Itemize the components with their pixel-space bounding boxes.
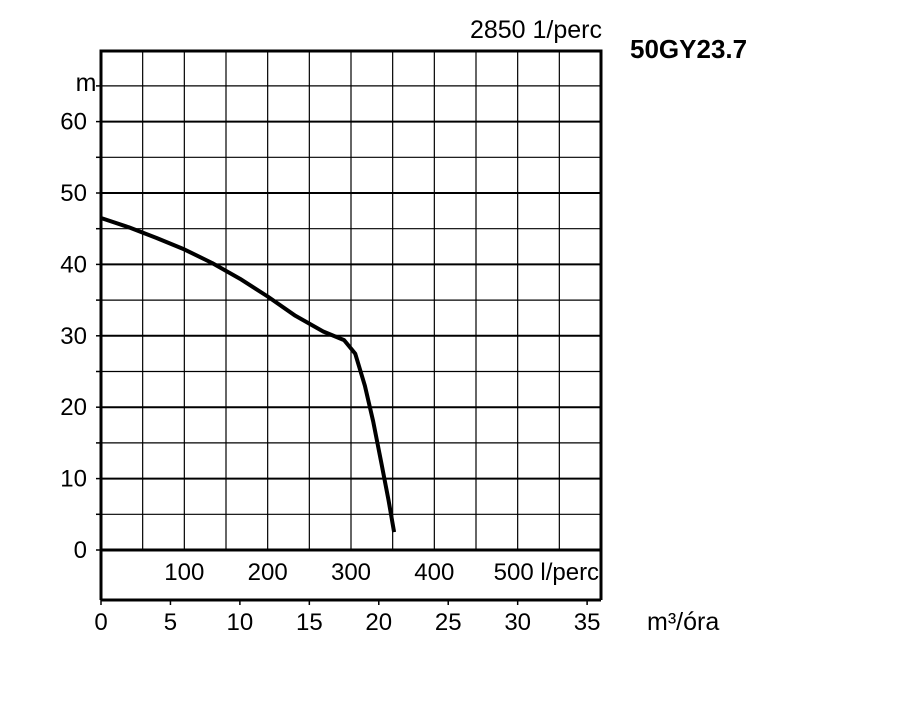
x-tick-label-m3-per-h: 0 [94, 609, 107, 636]
y-tick-label: 60 [60, 109, 87, 136]
pump-curve [100, 216, 397, 533]
x-tick-label-l-per-min: 100 [164, 559, 204, 586]
y-axis-unit-label: m [76, 69, 97, 97]
x-axis-l-per-min: 100 200 300 400 500 l/perc [164, 559, 599, 586]
chart-grid [101, 51, 601, 550]
model-label: 50GY23.7 [630, 34, 747, 64]
x-tick-label-m3-per-h: 35 [574, 609, 601, 636]
x-tick-label-m3-per-h: 30 [504, 609, 531, 636]
y-axis: 0 10 20 30 40 50 60 [60, 85, 101, 564]
speed-label: 2850 1/perc [470, 16, 602, 44]
y-tick-label: 20 [60, 394, 87, 421]
x-tick-label-l-per-min: 300 [331, 559, 371, 586]
x-tick-label-m3-per-h: 15 [296, 609, 323, 636]
y-tick-label: 0 [74, 537, 87, 564]
x-axis-m3-per-h: 0 5 10 15 20 25 30 35 [94, 600, 600, 636]
x-tick-label-m3-per-h: 20 [365, 609, 392, 636]
x-tick-label-l-per-min: 400 [414, 559, 454, 586]
x-tick-label-l-per-min: 200 [248, 559, 288, 586]
pump-curve-layer [100, 216, 397, 533]
y-tick-label: 40 [60, 251, 87, 278]
y-tick-label: 10 [60, 466, 87, 493]
y-tick-label: 50 [60, 180, 87, 207]
x-tick-label-m3-per-h: 5 [164, 609, 177, 636]
x-tick-label-m3-per-h: 25 [435, 609, 462, 636]
x-tick-label-m3-per-h: 10 [227, 609, 254, 636]
x-axis-m3-per-h-unit-label: m³/óra [647, 608, 719, 636]
y-tick-label: 30 [60, 323, 87, 350]
x-tick-label-l-per-min: 500 l/perc [494, 559, 599, 586]
